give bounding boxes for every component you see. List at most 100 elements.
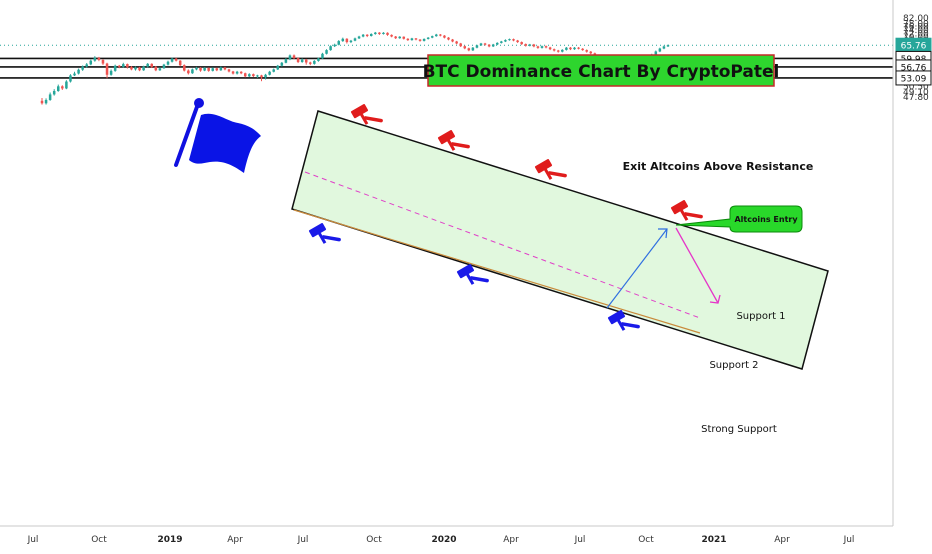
candle-body bbox=[199, 67, 202, 71]
price-label-text: 53.09 bbox=[901, 74, 927, 84]
candle-body bbox=[122, 64, 125, 67]
candle-body bbox=[512, 39, 515, 41]
candle-body bbox=[117, 65, 121, 67]
candle-body bbox=[231, 71, 235, 74]
candle-body bbox=[309, 62, 312, 64]
candle-body bbox=[524, 44, 527, 46]
candle-body bbox=[89, 60, 93, 65]
candle-body bbox=[154, 66, 158, 71]
blue-hammer-icon bbox=[308, 223, 341, 244]
candle-body bbox=[369, 34, 373, 36]
candle-body bbox=[77, 69, 80, 74]
candle-body bbox=[357, 36, 361, 39]
candle-body bbox=[61, 86, 64, 89]
candle-body bbox=[561, 49, 564, 52]
trend-support-line bbox=[293, 209, 701, 334]
candle-body bbox=[565, 47, 568, 50]
candle-body bbox=[471, 47, 475, 51]
candle-body bbox=[195, 67, 198, 70]
candle-body bbox=[430, 36, 434, 38]
candle-body bbox=[48, 94, 52, 100]
candle-body bbox=[248, 74, 251, 77]
price-label-text: 65.76 bbox=[901, 42, 927, 52]
candle-body bbox=[170, 58, 174, 62]
candle-body bbox=[178, 60, 182, 66]
time-tick-label: 2021 bbox=[701, 535, 726, 545]
blue-flag-icon bbox=[174, 98, 261, 173]
candle-body bbox=[337, 41, 341, 45]
candle-body bbox=[239, 71, 243, 74]
candle-body bbox=[500, 41, 503, 43]
candle-body bbox=[317, 58, 320, 61]
candle-body bbox=[126, 64, 129, 68]
price-tick-label: 50.50 bbox=[903, 83, 929, 93]
candle-body bbox=[158, 68, 162, 71]
candle-body bbox=[552, 49, 556, 51]
chart-title: BTC Dominance Chart By CryptoPatel bbox=[423, 62, 780, 82]
price-tick-label: 76.00 bbox=[903, 23, 929, 33]
candle-body bbox=[223, 67, 227, 70]
candle-body bbox=[174, 58, 178, 61]
candle-body bbox=[491, 44, 495, 47]
candle-body bbox=[435, 34, 438, 37]
candle-body bbox=[589, 51, 593, 54]
candle-body bbox=[211, 68, 214, 71]
candle-body bbox=[215, 68, 219, 71]
candle-body bbox=[654, 51, 658, 55]
candle-body bbox=[386, 32, 389, 35]
candle-body bbox=[544, 46, 548, 48]
time-tick-label: Jul bbox=[574, 535, 586, 545]
candle-body bbox=[410, 38, 414, 41]
candle-body bbox=[459, 43, 462, 47]
down-arrow-line bbox=[675, 227, 719, 304]
down-arrow-head bbox=[709, 294, 721, 304]
candle-body bbox=[73, 73, 76, 76]
candle-body bbox=[447, 37, 450, 40]
candle-body bbox=[532, 44, 536, 47]
candle-body bbox=[378, 32, 381, 35]
price-tick-label: 47.80 bbox=[903, 93, 929, 103]
candle-body bbox=[479, 43, 483, 46]
candle-body bbox=[101, 59, 105, 64]
candle-body bbox=[508, 39, 511, 41]
candle-body bbox=[268, 71, 271, 75]
blue-hammer-icon bbox=[456, 264, 489, 285]
time-tick-label: Jul bbox=[843, 535, 855, 545]
candle-body bbox=[325, 50, 328, 54]
candle-body bbox=[439, 34, 442, 36]
candle-body bbox=[150, 63, 154, 67]
candle-body bbox=[313, 60, 316, 64]
price-axis[interactable] bbox=[893, 0, 932, 550]
price-tick-label: 49.10 bbox=[903, 88, 929, 98]
price-label-box bbox=[895, 70, 932, 86]
red-hammer-icon bbox=[670, 200, 703, 221]
candle-body bbox=[361, 34, 365, 37]
red-hammer-icon bbox=[350, 104, 383, 125]
candle-body bbox=[418, 39, 422, 41]
price-tick-label: 74.00 bbox=[903, 26, 929, 36]
candle-body bbox=[365, 34, 369, 36]
candle-body bbox=[455, 41, 458, 44]
candle-body bbox=[191, 69, 194, 74]
candlestick-series bbox=[40, 31, 670, 105]
candle-body bbox=[260, 75, 263, 78]
candle-body bbox=[398, 36, 401, 39]
altcoins-entry-callout bbox=[675, 205, 803, 233]
candle-body bbox=[219, 67, 223, 71]
exit-annotation: Exit Altcoins Above Resistance bbox=[623, 160, 814, 173]
candle-body bbox=[504, 40, 507, 42]
time-tick-label: Oct bbox=[638, 535, 654, 545]
time-axis-ticks[interactable]: Jul Oct 2019 Apr Jul Oct 2020 Apr Jul Oct 2021 Apr J… bbox=[27, 535, 855, 545]
candle-body bbox=[658, 48, 662, 52]
candle-body bbox=[581, 48, 584, 51]
candle-body bbox=[666, 45, 670, 47]
time-tick-label: 2020 bbox=[431, 535, 456, 545]
candle-body bbox=[548, 47, 552, 50]
time-tick-label: Oct bbox=[91, 535, 107, 545]
candle-body bbox=[382, 32, 385, 35]
candle-body bbox=[81, 66, 84, 70]
candle-body bbox=[138, 67, 141, 71]
